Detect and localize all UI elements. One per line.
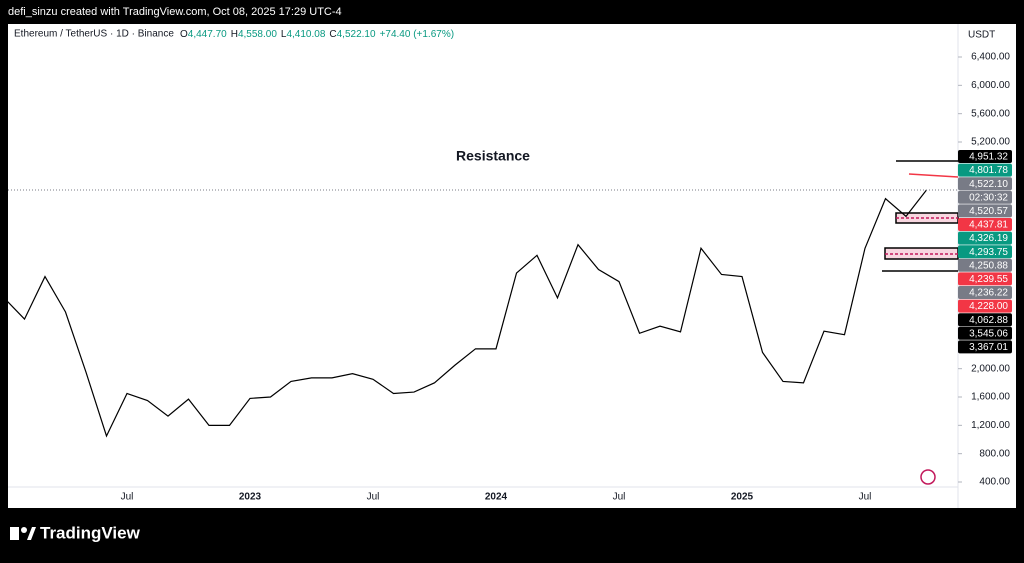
icon[interactable] [920, 469, 936, 485]
symbol: Ethereum / TetherUS · 1D · Binance [14, 29, 174, 40]
y-tick-label: 400.00 [979, 477, 1010, 488]
price-label-box [958, 340, 1012, 354]
price-label: 4,951.32 [969, 152, 1008, 163]
price-label-box [958, 150, 1012, 163]
price-label-box [958, 218, 1012, 231]
close-label: C [329, 29, 336, 40]
price-label-box [958, 204, 1012, 218]
price-label: 4,520.57 [969, 206, 1008, 217]
x-tick-label: 2025 [731, 492, 754, 503]
price-label: 4,801.78 [969, 165, 1008, 176]
price-label: 4,293.75 [969, 247, 1008, 258]
y-tick-label: 5,600.00 [971, 108, 1010, 119]
price-label-box [958, 272, 1012, 286]
y-tick-label: 1,600.00 [971, 392, 1010, 403]
brand: TradingView [40, 523, 141, 542]
price-label-box [958, 177, 1012, 191]
price-label: 4,062.88 [969, 315, 1008, 326]
price-label-box [958, 258, 1012, 272]
price-label: 02:30:32 [969, 192, 1008, 203]
close: 4,522.10 [337, 29, 376, 40]
currency: USDT [968, 30, 995, 41]
x-tick-label: 2023 [239, 492, 262, 503]
price-label-box [958, 326, 1012, 340]
price-label: 4,437.81 [969, 220, 1008, 231]
x-tick-label: Jul [121, 492, 134, 503]
y-tick-label: 6,000.00 [971, 80, 1010, 91]
price-label-box [958, 163, 1012, 177]
price-label-box [958, 299, 1012, 313]
price-label-box [958, 313, 1012, 327]
price-label-box [958, 231, 1012, 245]
price-label: 4,522.10 [969, 179, 1008, 190]
open: 4,447.70 [188, 29, 227, 40]
logo [10, 527, 36, 540]
chart-area [8, 24, 1016, 508]
price-label-box [958, 286, 1012, 299]
low-label: L [281, 29, 287, 40]
price-label: 4,250.88 [969, 260, 1008, 271]
high: 4,558.00 [238, 29, 277, 40]
price-line [8, 189, 927, 438]
y-tick-label: 6,400.00 [971, 52, 1010, 63]
credit: defi_sinzu created with TradingView.com,… [8, 6, 342, 18]
price-label: 3,367.01 [969, 342, 1008, 353]
price-label: 4,228.00 [969, 301, 1008, 312]
price-label: 3,545.06 [969, 328, 1008, 339]
price-label-box [958, 245, 1012, 259]
low: 4,410.08 [286, 29, 325, 40]
price-label: 4,239.55 [969, 274, 1008, 285]
annotation: Resistance [456, 148, 530, 164]
y-tick-label: 2,000.00 [971, 363, 1010, 374]
x-tick-label: Jul [613, 492, 626, 503]
open-label: O [180, 29, 188, 40]
price-label-box [958, 190, 1012, 204]
y-tick-label: 5,200.00 [971, 137, 1010, 148]
high-label: H [231, 29, 238, 40]
change: +74.40 (+1.67%) [380, 29, 455, 40]
price-label: 4,236.22 [969, 288, 1008, 299]
x-tick-label: 2024 [485, 492, 508, 503]
x-tick-label: Jul [859, 492, 872, 503]
y-tick-label: 800.00 [979, 448, 1010, 459]
y-tick-label: 1,200.00 [971, 420, 1010, 431]
x-tick-label: Jul [367, 492, 380, 503]
ohlc: O4,447.70 H4,558.00 L4,410.08 C4,522.10 +74.… [180, 29, 454, 40]
price-label: 4,326.19 [969, 233, 1008, 244]
